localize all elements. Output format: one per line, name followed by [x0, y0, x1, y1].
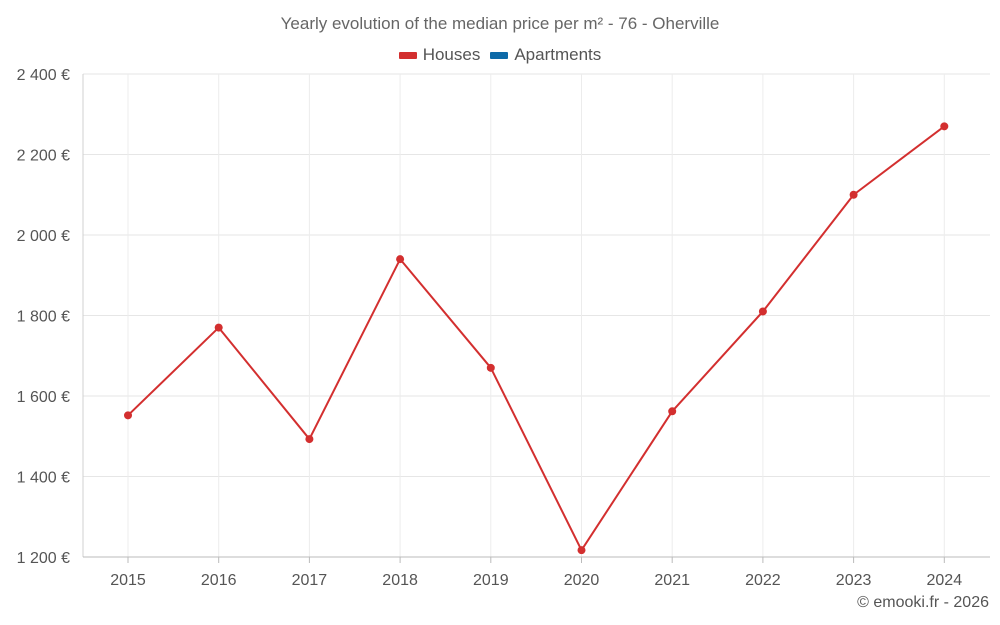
data-point-houses-2015	[124, 411, 132, 420]
chart-title: Yearly evolution of the median price per…	[280, 14, 720, 33]
data-point-houses-2019	[486, 363, 495, 372]
legend-swatch-houses	[398, 51, 417, 59]
x-tick-label: 2018	[382, 572, 418, 589]
data-point-houses-2024	[940, 122, 949, 131]
series-line-houses	[127, 125, 945, 552]
x-tick-label: 2020	[564, 572, 600, 589]
x-tick-label: 2019	[473, 572, 509, 589]
x-tick-label: 2022	[745, 572, 781, 589]
data-point-houses-2023	[849, 190, 858, 199]
y-tick-label: 1 600 €	[17, 389, 70, 406]
legend-item-apartments[interactable]: Apartments	[490, 45, 601, 65]
data-point-houses-2018	[396, 255, 405, 264]
x-tick-label: 2016	[201, 572, 237, 589]
data-point-houses-2022	[758, 307, 767, 316]
x-tick-label: 2017	[292, 572, 328, 589]
data-point-houses-2020	[577, 546, 586, 555]
data-point-houses-2021	[668, 407, 677, 416]
x-tick-label: 2021	[654, 572, 690, 589]
chart-legend: Houses Apartments	[0, 45, 1000, 65]
y-tick-label: 2 000 €	[17, 228, 70, 245]
x-tick-label: 2024	[927, 572, 963, 589]
legend-item-houses[interactable]: Houses	[398, 45, 481, 65]
x-tick-label: 2023	[836, 572, 872, 589]
legend-label-houses: Houses	[422, 45, 481, 64]
copyright-footer: © emooki.fr - 2026	[857, 594, 989, 611]
y-tick-label: 1 800 €	[17, 309, 70, 326]
data-point-houses-2017	[305, 435, 314, 444]
y-tick-label: 2 400 €	[17, 67, 70, 84]
y-tick-label: 1 200 €	[17, 550, 70, 567]
data-point-houses-2016	[214, 323, 223, 332]
x-tick-label: 2015	[110, 572, 146, 589]
legend-swatch-apartments	[490, 51, 509, 59]
legend-label-apartments: Apartments	[514, 45, 602, 64]
y-tick-label: 1 400 €	[17, 470, 70, 487]
y-tick-label: 2 200 €	[17, 148, 70, 165]
